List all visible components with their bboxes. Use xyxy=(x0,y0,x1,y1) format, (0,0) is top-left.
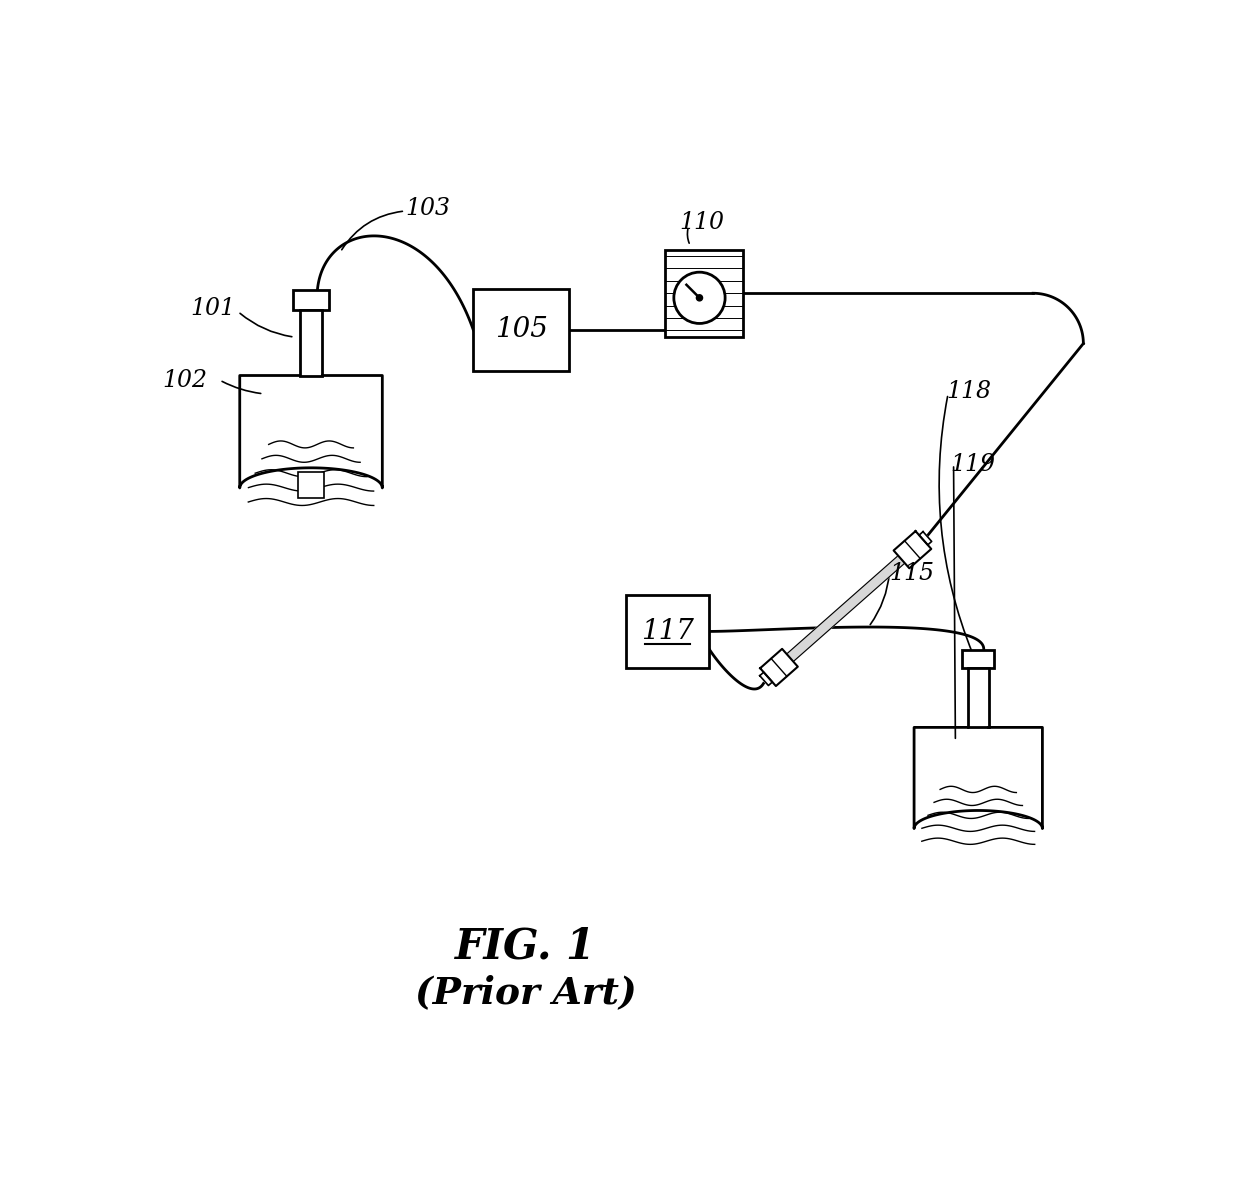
Text: 105: 105 xyxy=(495,316,548,343)
Text: 118: 118 xyxy=(946,380,991,402)
Bar xyxy=(300,310,322,375)
Circle shape xyxy=(697,294,703,300)
Text: 117: 117 xyxy=(641,618,694,645)
Text: (Prior Art): (Prior Art) xyxy=(415,975,636,1011)
Text: 103: 103 xyxy=(405,197,450,220)
Bar xyxy=(962,650,994,668)
Circle shape xyxy=(673,272,725,323)
Polygon shape xyxy=(239,375,382,488)
Text: 101: 101 xyxy=(190,297,236,320)
Bar xyxy=(968,668,988,728)
Bar xyxy=(294,290,329,310)
Text: 110: 110 xyxy=(680,211,724,234)
Polygon shape xyxy=(894,531,931,569)
Polygon shape xyxy=(760,649,797,686)
Bar xyxy=(474,288,569,370)
Polygon shape xyxy=(786,556,905,661)
Bar xyxy=(665,249,743,337)
Bar xyxy=(299,472,324,499)
Text: 115: 115 xyxy=(889,563,935,585)
Polygon shape xyxy=(914,728,1043,829)
Text: 119: 119 xyxy=(951,452,996,476)
Text: FIG. 1: FIG. 1 xyxy=(455,926,596,967)
Polygon shape xyxy=(919,532,931,545)
Bar xyxy=(626,595,708,668)
Text: 102: 102 xyxy=(162,369,208,392)
Polygon shape xyxy=(760,672,773,686)
